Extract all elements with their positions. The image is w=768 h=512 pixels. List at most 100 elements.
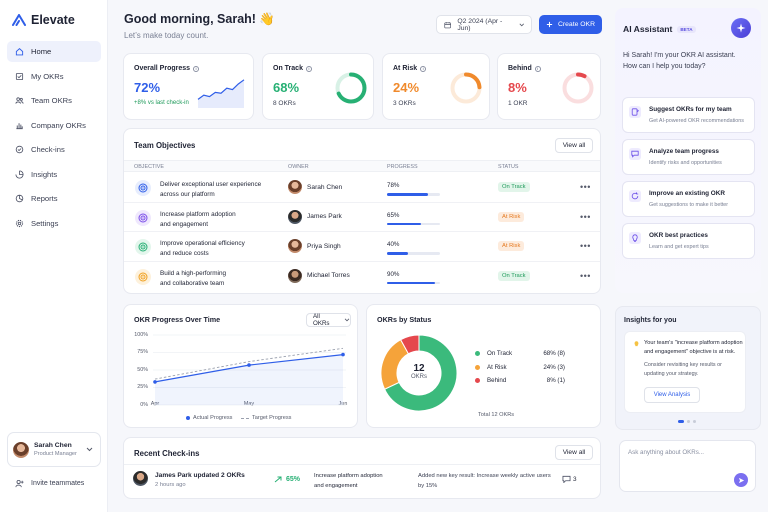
create-okr-button[interactable]: Create OKR [539, 15, 602, 34]
suggestion-desc: Identify risks and opportunities [649, 160, 722, 166]
kpi-at-risk: At Risk i 24% 3 OKRs [382, 53, 490, 120]
sparkle-icon[interactable] [731, 18, 751, 38]
chevron-down-icon [86, 447, 93, 452]
check-circle-icon [15, 145, 24, 154]
kpi-title: Overall Progress i [134, 65, 200, 72]
sidebar-item-my-okrs[interactable]: My OKRs [7, 66, 101, 87]
check-in-time: 2 hours ago [155, 482, 186, 488]
actual-point[interactable] [341, 352, 345, 357]
invite-teammates-button[interactable]: Invite teammates [15, 479, 84, 488]
ask-ai-input-box[interactable]: Ask anything about OKRs... [619, 440, 756, 492]
more-options-icon[interactable]: ••• [580, 182, 591, 192]
legend-swatch [475, 377, 480, 383]
progress-bar [387, 252, 440, 255]
info-icon[interactable]: i [534, 65, 541, 72]
kpi-overall-progress: Overall Progress i 72% +8% vs last check-… [123, 53, 254, 120]
actual-point[interactable] [153, 380, 157, 384]
actual-point[interactable] [247, 363, 251, 367]
suggestion-improve-okr[interactable]: Improve an existing OKR Get suggestions … [622, 181, 755, 217]
carousel-dot[interactable] [693, 420, 696, 423]
insights-icon [15, 169, 24, 178]
suggestion-best-practices[interactable]: OKR best practices Learn and get expert … [622, 223, 755, 259]
ai-greeting: Hi Sarah! I'm your OKR AI assistant. How … [623, 50, 757, 72]
objective-line: and engagement [160, 220, 208, 228]
view-all-objectives-button[interactable]: View all [555, 138, 593, 153]
suggestion-suggest-okrs[interactable]: Suggest OKRs for my team Get AI-powered … [622, 97, 755, 133]
progress: 40% [387, 241, 445, 255]
okr-filter-value: All OKRs [313, 313, 330, 327]
plus-icon [546, 21, 553, 28]
sidebar-item-label: Team OKRs [31, 96, 72, 105]
y-tick-label: 0% [140, 401, 148, 408]
suggestion-desc: Get suggestions to make it better [649, 202, 729, 208]
objective-line: and reduce costs [160, 250, 209, 257]
add-user-icon [15, 479, 24, 488]
objective-name[interactable]: Improve operational efficiency and reduce… [160, 239, 270, 259]
objective-name[interactable]: Build a high-performing and collaborative… [160, 269, 270, 289]
sidebar-item-insights[interactable]: Insights [7, 164, 101, 185]
check-in-title[interactable]: James Park updated 2 OKRs [155, 472, 245, 479]
status-legend-item: On Track 68% (8) [475, 348, 565, 358]
insight-line: updating your strategy. [644, 371, 699, 377]
more-options-icon[interactable]: ••• [580, 241, 591, 251]
sidebar-item-reports[interactable]: Reports [7, 188, 101, 209]
objective-line: and engagement [314, 482, 358, 489]
info-icon[interactable]: i [305, 65, 312, 72]
sidebar-item-check-ins[interactable]: Check-ins [7, 139, 101, 160]
kpi-count: 3 OKRs [393, 100, 416, 107]
sidebar-item-label: Check-ins [31, 145, 65, 154]
table-row[interactable]: Improve operational efficiency and reduce… [124, 232, 600, 262]
more-options-icon[interactable]: ••• [580, 270, 591, 281]
progress: 90% [387, 271, 445, 284]
section-title: Recent Check-ins [134, 449, 200, 458]
suggestion-analyze-progress[interactable]: Analyze team progress Identify risks and… [622, 139, 755, 175]
logo[interactable]: Elevate [12, 13, 75, 27]
objective-name[interactable]: Deliver exceptional user experience acros… [160, 180, 270, 200]
donut-slice-behind[interactable] [400, 334, 420, 355]
info-icon[interactable]: i [193, 65, 200, 72]
legend-value: 24% (3) [543, 363, 565, 371]
owner: James Park [288, 209, 342, 224]
x-tick-label: Apr [150, 401, 160, 407]
gear-icon [15, 219, 24, 227]
comment-icon[interactable] [562, 475, 571, 483]
okr-progress-chart-card: OKR Progress Over Time All OKRs 100% 75% 5… [123, 304, 358, 428]
target-icon [135, 180, 151, 196]
progress: 78% [387, 182, 445, 196]
carousel-dot[interactable] [678, 420, 684, 423]
view-all-check-ins-button[interactable]: View all [555, 445, 593, 460]
column-header: STATUS [498, 164, 519, 170]
ask-ai-input[interactable]: Ask anything about OKRs... [628, 449, 705, 456]
ai-assistant-panel: AI Assistant BETA Hi Sarah! I'm your OKR … [615, 8, 761, 293]
sidebar-item-label: Home [31, 47, 52, 56]
user-menu[interactable]: Sarah Chen Product Manager [7, 432, 101, 467]
send-button[interactable] [734, 473, 748, 487]
ring-track [562, 72, 594, 104]
carousel-dot[interactable] [687, 420, 690, 423]
period-select[interactable]: Q2 2024 (Apr - Jun) [436, 15, 532, 34]
owner: Priya Singh [288, 239, 341, 253]
sidebar-item-company-okrs[interactable]: Company OKRs [7, 115, 101, 136]
column-header: PROGRESS [387, 164, 418, 170]
sidebar-item-home[interactable]: Home [7, 41, 101, 62]
table-row[interactable]: Build a high-performing and collaborative… [124, 262, 600, 292]
legend-label: On Track [487, 349, 513, 357]
table-row[interactable]: Increase platform adoption and engagement… [124, 203, 600, 232]
objective-line: Increase platform adoption [160, 210, 236, 218]
sparkline-area [198, 79, 244, 108]
view-analysis-button[interactable]: View Analysis [644, 387, 700, 403]
donut-slice-on-track[interactable] [383, 334, 458, 412]
objective-name[interactable]: Increase platform adoption and engagement [160, 210, 270, 230]
progress-value: 78% [387, 182, 400, 189]
bar-chart-icon [16, 122, 23, 129]
info-icon[interactable]: i [420, 65, 427, 72]
progress-bar [387, 281, 440, 284]
sidebar-item-settings[interactable]: Settings [7, 213, 101, 234]
table-row[interactable]: Deliver exceptional user experience acros… [124, 173, 600, 203]
kpi-value: 8% [508, 80, 527, 95]
sidebar-item-team-okrs[interactable]: Team OKRs [7, 90, 101, 111]
check-in-change: 65% [286, 476, 301, 483]
more-options-icon[interactable]: ••• [580, 211, 591, 222]
owner-name: Priya Singh [307, 242, 341, 250]
okr-filter-select[interactable]: All OKRs [306, 313, 351, 327]
